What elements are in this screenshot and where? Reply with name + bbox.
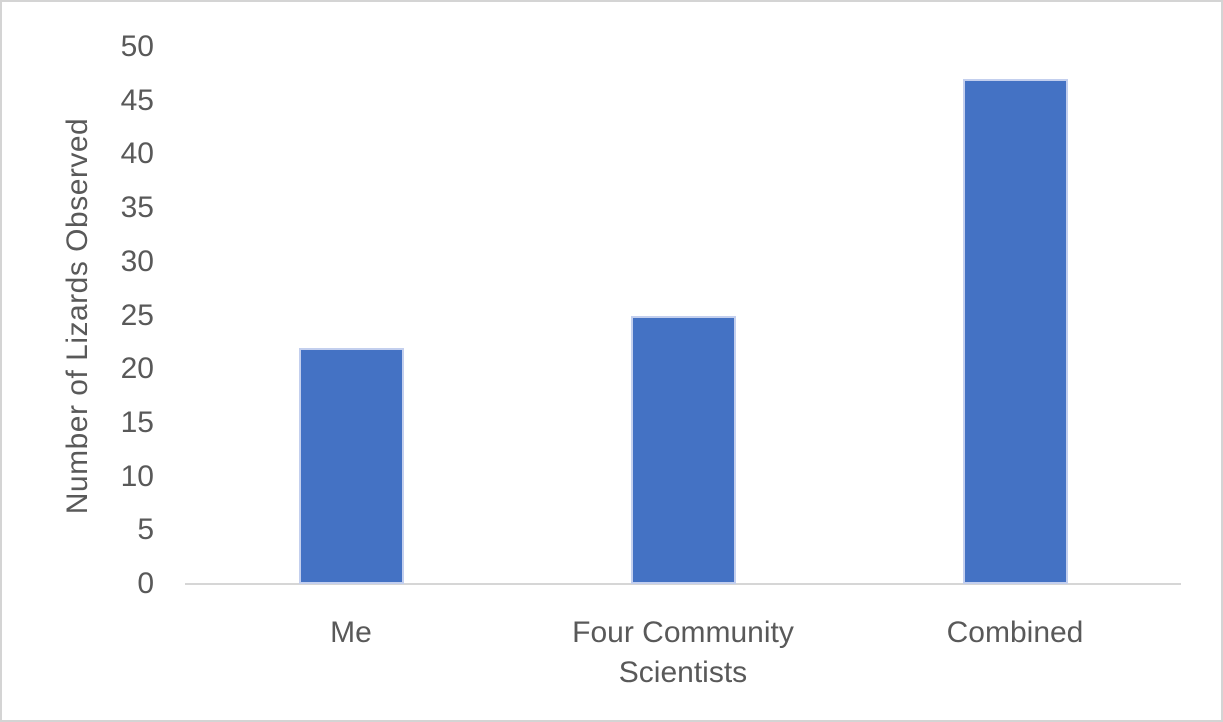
y-axis-tick-label: 40 bbox=[120, 137, 154, 171]
y-axis-tick-label: 35 bbox=[120, 191, 154, 225]
y-axis-tick-label: 30 bbox=[120, 244, 154, 278]
y-axis-tick-label: 15 bbox=[120, 405, 154, 439]
bar-combined bbox=[962, 79, 1068, 584]
y-axis-tick-label: 25 bbox=[120, 298, 154, 332]
x-axis-category-label: Four Community Scientists bbox=[572, 616, 794, 689]
y-axis-tick-label: 10 bbox=[120, 459, 154, 493]
x-axis-category-label: Combined bbox=[946, 616, 1084, 649]
bar-me bbox=[298, 347, 404, 584]
y-axis-tick-label: 20 bbox=[120, 352, 154, 386]
y-axis-tick-label: 5 bbox=[137, 513, 154, 547]
bar-four-community-scientists bbox=[630, 315, 736, 584]
y-axis-tick-label: 50 bbox=[120, 30, 154, 63]
x-axis-line bbox=[185, 583, 1181, 585]
y-axis-tick-label: 45 bbox=[120, 83, 154, 117]
y-axis-tick-label: 0 bbox=[137, 567, 154, 600]
x-axis-category-label: Me bbox=[330, 616, 372, 649]
